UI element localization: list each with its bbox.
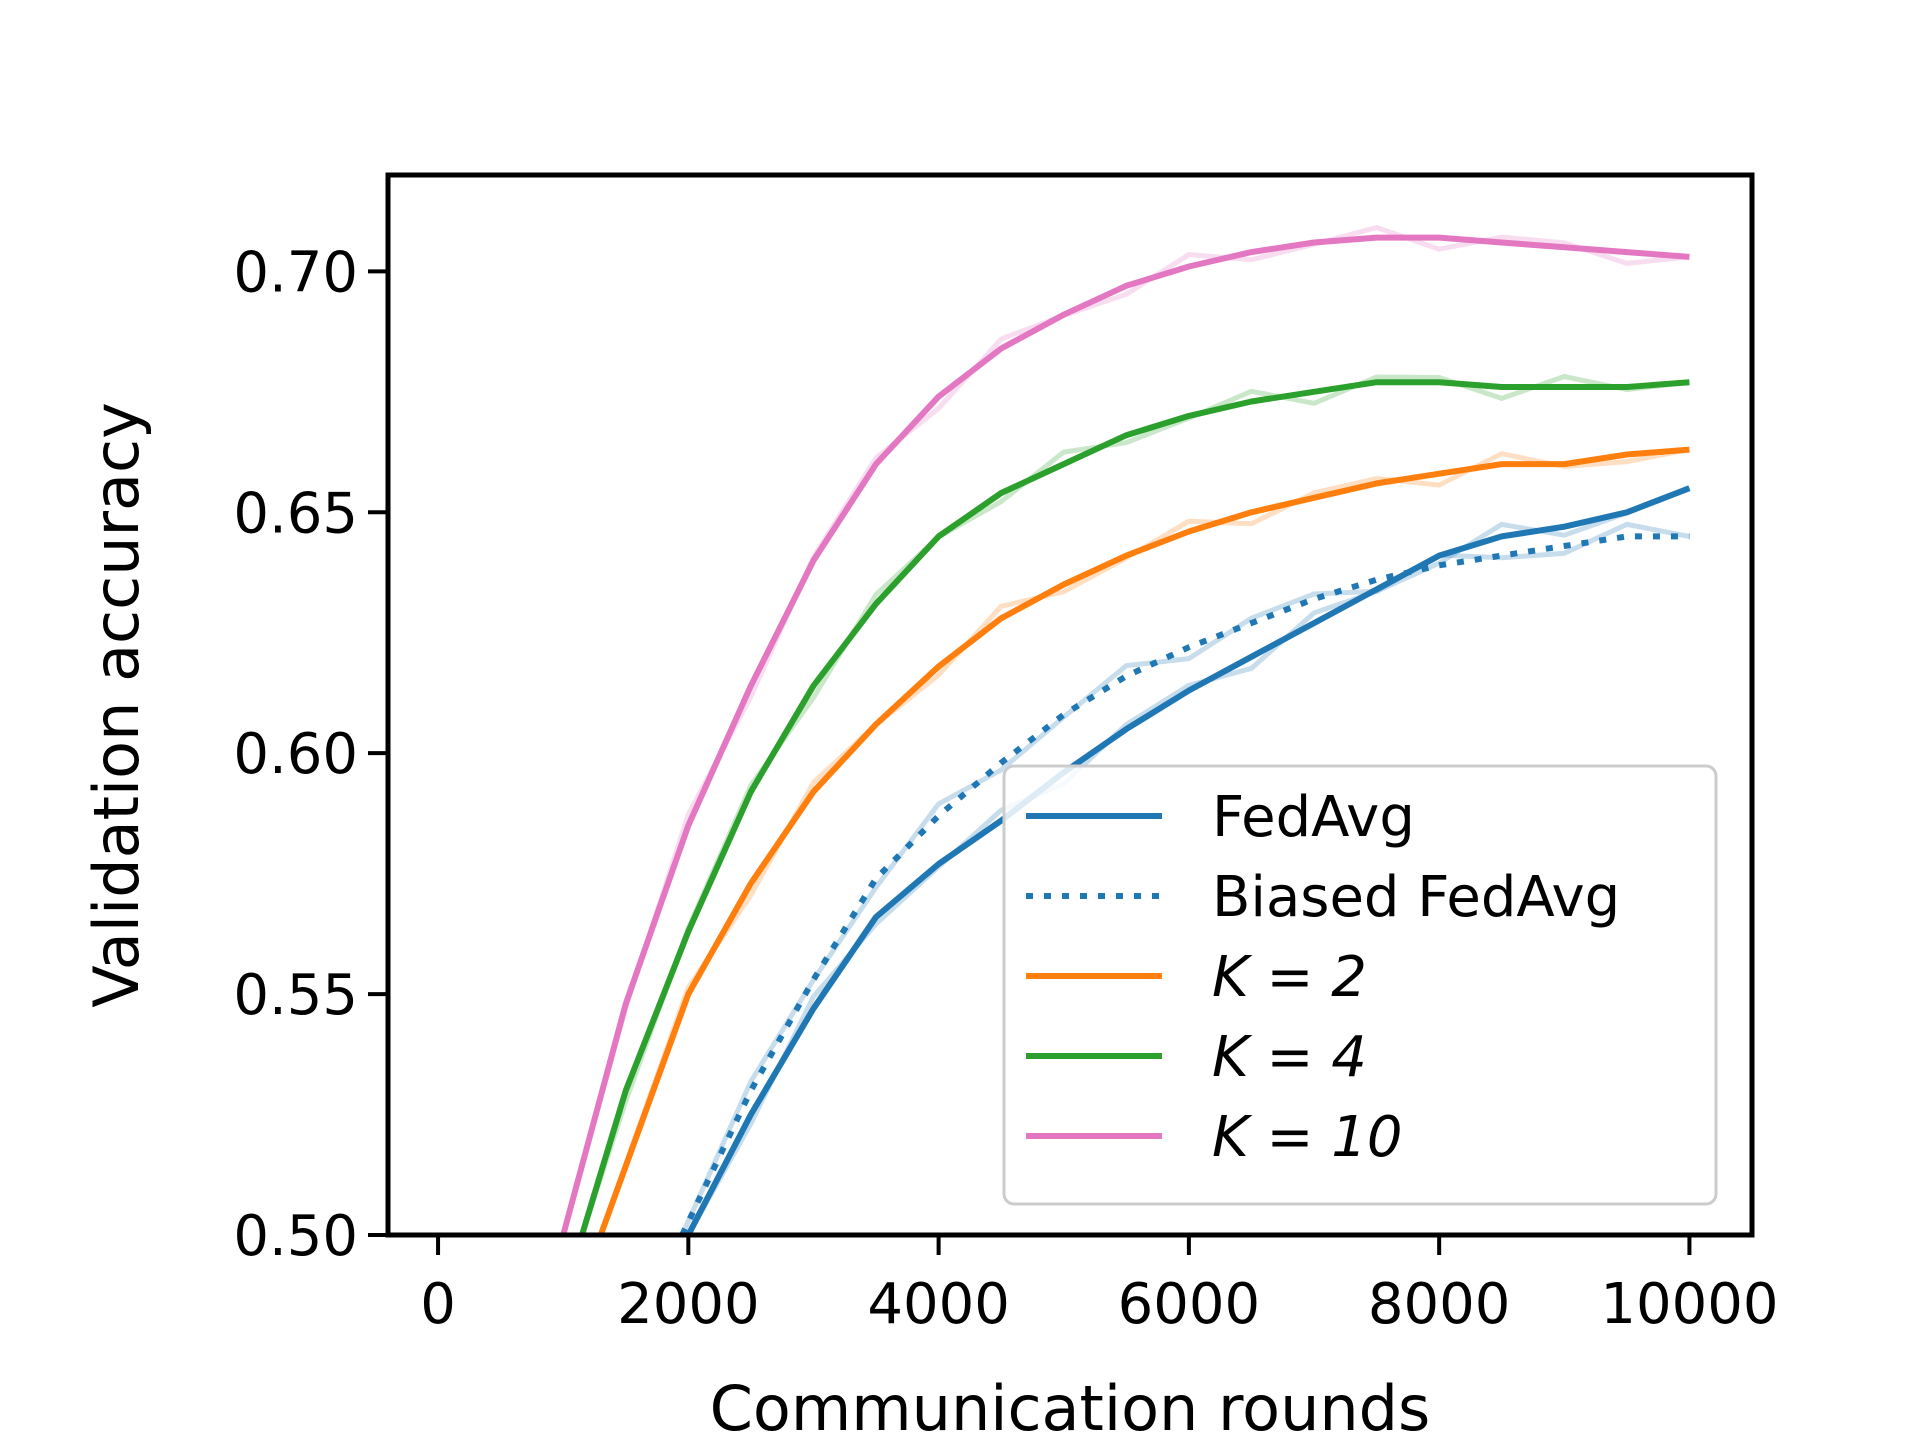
x-tick-label: 0 bbox=[420, 1272, 456, 1337]
x-axis: 0 2000 4000 6000 8000 10000 bbox=[420, 1235, 1779, 1337]
legend-label: FedAvg bbox=[1212, 785, 1415, 850]
series-k-4-line bbox=[579, 379, 1690, 1235]
plot-frame bbox=[385, 172, 1755, 1238]
legend: FedAvg Biased FedAvg K = 2 K = 4 K = 10 bbox=[1002, 764, 1718, 1206]
series-k-4-raw-line bbox=[579, 373, 1690, 1235]
x-tick-label: 6000 bbox=[1118, 1272, 1261, 1337]
y-tick-label: 0.65 bbox=[233, 481, 358, 546]
legend-label: K = 2 bbox=[1212, 945, 1367, 1010]
series-layer bbox=[560, 224, 1691, 1235]
legend-label: K = 4 bbox=[1212, 1025, 1367, 1090]
series-biased-fedavg-raw-line bbox=[679, 521, 1690, 1235]
x-tick-label: 2000 bbox=[617, 1272, 760, 1337]
series-k-10-raw-line bbox=[560, 224, 1690, 1235]
legend-label: K = 10 bbox=[1212, 1105, 1403, 1170]
series-fedavg-line bbox=[685, 485, 1691, 1235]
y-axis-label: Validation accuracy bbox=[80, 402, 153, 1008]
y-axis: 0.50 0.55 0.60 0.65 0.70 bbox=[233, 240, 388, 1269]
series-k-10-line bbox=[560, 234, 1690, 1235]
y-tick-label: 0.50 bbox=[233, 1204, 358, 1269]
legend-label: Biased FedAvg bbox=[1212, 865, 1620, 930]
x-axis-label: Communication rounds bbox=[710, 1372, 1431, 1440]
x-tick-label: 10000 bbox=[1600, 1272, 1778, 1337]
y-tick-label: 0.60 bbox=[233, 722, 358, 787]
legend-entries: FedAvg Biased FedAvg K = 2 K = 4 K = 10 bbox=[1026, 785, 1620, 1170]
series-k-2-line bbox=[597, 446, 1690, 1235]
y-tick-label: 0.70 bbox=[233, 240, 358, 305]
series-k-2-raw-line bbox=[598, 447, 1690, 1235]
y-tick-label: 0.55 bbox=[233, 963, 358, 1028]
series-biased-fedavg-line bbox=[679, 533, 1690, 1235]
x-tick-label: 8000 bbox=[1368, 1272, 1511, 1337]
x-tick-label: 4000 bbox=[867, 1272, 1010, 1337]
legend-box bbox=[1002, 764, 1718, 1206]
